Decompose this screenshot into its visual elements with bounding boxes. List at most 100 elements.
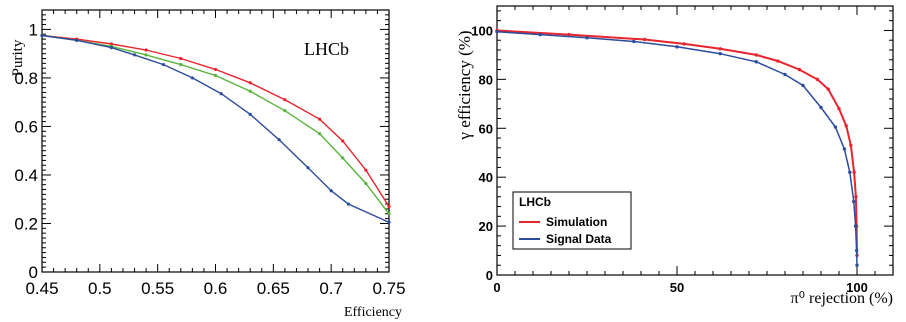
right-series-1-point [783, 72, 787, 77]
left-series-1-point [248, 89, 252, 93]
right-series-1-point [718, 51, 722, 56]
right-series-0-point [797, 67, 802, 72]
left-x-tick-label: 0.45 [25, 279, 58, 298]
legend-label-signal-data: Signal Data [546, 232, 612, 246]
right-series-1-point [495, 29, 499, 34]
right-y-tick-label: 0 [486, 268, 493, 283]
right-series-1-point [853, 224, 858, 228]
left-series-0-point [283, 98, 287, 102]
left-x-tick-label: 0.7 [319, 279, 343, 298]
right-series-0-point [718, 47, 722, 51]
left-series-0-point [318, 117, 322, 121]
right-series-0-point [682, 42, 686, 46]
right-series-0-point [754, 53, 758, 57]
left-series-2-point [219, 92, 223, 96]
left-series-1-point [318, 132, 322, 136]
left-series-0-point [213, 67, 218, 72]
right-series-1-point [855, 263, 859, 267]
left-annotation-lhcb: LHCb [304, 39, 349, 59]
left-y-tick-label: 0 [29, 263, 38, 282]
right-series-0-point [826, 87, 830, 91]
left-y-tick-label: 0.2 [14, 214, 38, 233]
right-series-1-point [675, 45, 679, 49]
right-y-tick-label: 100 [471, 23, 493, 38]
left-x-tick-label: 0.6 [204, 279, 228, 298]
left-series-2-point [277, 138, 281, 142]
left-series-2-point [387, 220, 391, 224]
right-series-1-point [632, 39, 636, 44]
right-series-1-point [819, 105, 823, 110]
legend-title: LHCb [519, 195, 551, 209]
right-series-1-point [801, 83, 805, 88]
left-series-2-point [40, 33, 44, 38]
right-x-tick-label: 50 [670, 280, 684, 295]
left-series-0-point [248, 81, 252, 85]
left-series-2-point [346, 202, 351, 206]
left-y-axis-label: Purity [10, 39, 26, 76]
left-y-tick-label: 0.6 [14, 117, 38, 136]
right-series-1-point [852, 199, 856, 204]
left-x-axis-label: Efficiency [344, 305, 402, 320]
left-series-1-point [144, 53, 148, 57]
left-x-tick-label: 0.55 [141, 279, 174, 298]
left-x-tick-label: 0.75 [372, 279, 405, 298]
right-series-0-point [854, 195, 858, 199]
legend-label-simulation: Simulation [546, 215, 607, 229]
left-series-2-point [161, 62, 166, 67]
right-series-1-point [538, 32, 542, 37]
left-series-1-point [179, 62, 183, 67]
gamma-efficiency-chart: 0 50 100 0 20 40 60 80 100 π⁰ rejection (%) γ ef… [455, 5, 894, 307]
right-series-0-point [642, 37, 647, 42]
left-series-0-point [179, 56, 183, 61]
right-x-tick-label: 100 [846, 280, 868, 295]
right-series-0-point [815, 77, 820, 82]
right-legend: LHCb Simulation Signal Data [512, 191, 632, 250]
left-series-line-1 [41, 34, 390, 215]
left-series-2-point [132, 53, 137, 57]
left-series-2-point [75, 38, 79, 42]
left-series-1-point [213, 73, 218, 78]
left-series-0-point [144, 48, 148, 52]
right-series-1-point [585, 36, 589, 40]
left-y-tick-label: 0.8 [14, 69, 38, 88]
right-x-axis-label: π⁰ rejection (%) [791, 290, 893, 307]
left-series-2-point [109, 46, 113, 50]
left-x-tick-label: 0.5 [88, 279, 112, 298]
left-series-0-point [364, 168, 368, 172]
right-series-1-point [842, 147, 847, 151]
left-series-2-point [306, 166, 310, 170]
left-series-line-0 [41, 34, 390, 207]
left-series-0-point [341, 139, 345, 143]
right-series-0-point [567, 32, 571, 37]
right-series-0-point [844, 124, 848, 128]
left-series-2-point [329, 189, 333, 193]
left-series-0-point [387, 204, 391, 209]
left-series-group [40, 33, 391, 224]
right-y-tick-label: 40 [479, 170, 493, 185]
right-series-1-point [833, 125, 838, 129]
right-series-0-point [776, 59, 780, 63]
right-series-group [495, 28, 859, 267]
right-series-1-point [754, 60, 758, 64]
right-series-0-point [852, 170, 856, 174]
right-series-0-point [837, 107, 841, 111]
right-series-0-point [849, 143, 853, 148]
left-series-1-point [341, 156, 345, 160]
left-y-tick-label: 0.4 [14, 166, 38, 185]
left-ticks: 0.45 0.5 0.55 0.6 0.65 0.7 0.75 0 0.2 0.4 0.6 0.8 1 [14, 10, 406, 298]
left-series-line-2 [41, 34, 390, 223]
right-y-tick-label: 60 [479, 121, 493, 136]
left-series-2-point [190, 76, 194, 80]
right-x-tick-label: 0 [493, 280, 500, 295]
left-series-0-point [109, 42, 113, 46]
left-y-tick-label: 1 [29, 20, 38, 39]
right-ticks: 0 50 100 0 20 40 60 80 100 [471, 6, 893, 295]
left-series-2-point [248, 112, 252, 116]
left-series-1-point [283, 109, 287, 113]
right-series-1-point [848, 170, 852, 174]
left-x-tick-label: 0.65 [257, 279, 290, 298]
right-y-tick-label: 20 [479, 219, 493, 234]
right-series-1-point [854, 248, 859, 253]
left-series-1-point [387, 212, 391, 216]
